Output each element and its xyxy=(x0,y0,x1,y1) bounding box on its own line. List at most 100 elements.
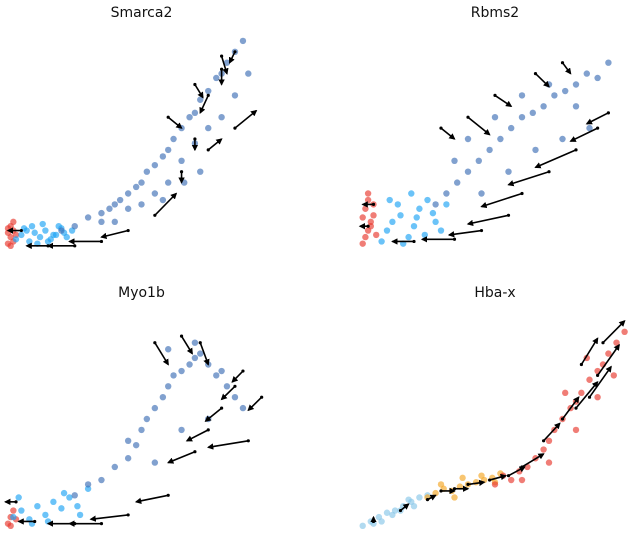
arrow-origin xyxy=(542,439,546,443)
cell-point xyxy=(124,190,132,197)
velocity-arrow xyxy=(521,453,545,468)
cell-point xyxy=(44,238,52,245)
cell-point xyxy=(394,201,401,208)
arrow-origin xyxy=(166,115,170,119)
cell-point xyxy=(138,201,145,208)
cell-point xyxy=(165,383,172,390)
arrow-origin xyxy=(206,148,210,152)
cell-point xyxy=(413,214,420,221)
velocity-arrow xyxy=(534,149,577,169)
cell-point xyxy=(132,441,140,449)
cell-point xyxy=(191,109,199,117)
cell-point xyxy=(197,350,204,357)
cell-point xyxy=(39,220,46,228)
velocity-arrow xyxy=(602,319,626,344)
arrow-origin xyxy=(260,395,264,399)
cell-point xyxy=(621,328,628,335)
velocity-arrow xyxy=(194,84,204,99)
cell-point xyxy=(572,81,580,88)
velocity-arrow xyxy=(231,370,244,383)
velocity-arrow xyxy=(220,385,236,401)
velocity-arrow xyxy=(204,407,223,422)
arrow-origin xyxy=(233,126,237,130)
cell-point xyxy=(378,518,385,525)
cell-point xyxy=(505,168,512,175)
cell-point xyxy=(605,59,612,66)
arrow-origin xyxy=(371,202,376,206)
velocity-arrow xyxy=(534,73,550,88)
cell-point xyxy=(58,505,65,512)
velocity-arrow xyxy=(134,494,169,504)
velocity-arrow xyxy=(207,138,223,151)
cell-point xyxy=(529,109,536,117)
cell-point xyxy=(583,70,590,77)
arrow-origin xyxy=(179,334,184,338)
arrow-origin xyxy=(246,439,250,443)
cell-point xyxy=(405,233,412,241)
cell-point xyxy=(594,74,601,82)
cell-point xyxy=(178,157,185,164)
cell-point xyxy=(60,489,68,497)
cell-point xyxy=(84,481,92,488)
cell-point xyxy=(36,233,44,241)
cell-point xyxy=(364,190,372,197)
cell-point xyxy=(76,511,84,519)
arrow-origin xyxy=(439,489,443,493)
velocity-arrow xyxy=(467,479,486,487)
arrow-origin xyxy=(371,519,376,524)
arrow-origin xyxy=(166,493,170,497)
cell-point xyxy=(545,459,553,466)
cell-point xyxy=(586,124,593,132)
cell-point xyxy=(545,437,553,444)
arrow-origin xyxy=(206,428,210,432)
cell-point xyxy=(389,218,396,226)
cell-point xyxy=(562,87,569,95)
cell-point xyxy=(165,346,172,353)
cell-point xyxy=(532,146,539,154)
cell-point xyxy=(191,354,199,362)
cell-point xyxy=(159,394,167,401)
cell-point xyxy=(486,146,493,154)
cell-point xyxy=(378,238,385,245)
cell-point xyxy=(159,196,167,204)
cell-point xyxy=(111,218,119,226)
velocity-arrow xyxy=(206,440,249,450)
cell-point xyxy=(116,196,124,204)
cell-point xyxy=(223,59,231,66)
cell-point xyxy=(231,394,239,401)
cell-point xyxy=(23,227,30,234)
cell-point xyxy=(218,114,225,121)
arrow-origin xyxy=(233,50,237,54)
arrow-origin xyxy=(601,341,605,345)
cell-point xyxy=(132,183,140,191)
panel-title: Hba-x xyxy=(474,285,515,301)
cell-point xyxy=(7,522,14,530)
cell-point xyxy=(106,205,113,212)
arrow-origin xyxy=(412,239,416,244)
cell-point xyxy=(18,231,25,239)
arrow-origin xyxy=(506,213,511,217)
cell-point xyxy=(373,231,380,239)
cell-point xyxy=(451,157,458,164)
cell-point xyxy=(165,179,172,186)
arrow-origin xyxy=(579,362,584,367)
cell-point xyxy=(459,474,466,482)
velocity-arrow xyxy=(199,342,210,366)
arrow-origin xyxy=(193,137,197,141)
cell-point xyxy=(213,74,220,82)
cell-point xyxy=(397,212,404,219)
arrow-origin xyxy=(574,148,578,152)
cell-point xyxy=(562,389,569,397)
cell-point xyxy=(437,481,445,488)
cell-point xyxy=(10,218,17,226)
arrow-origin xyxy=(506,474,511,478)
velocity-arrow xyxy=(167,116,183,129)
arrow-origin xyxy=(466,115,470,119)
cell-point xyxy=(213,372,220,379)
cell-point xyxy=(31,229,38,236)
cell-point xyxy=(50,231,57,239)
arrow-origin xyxy=(520,191,524,196)
velocity-arrow xyxy=(561,62,572,75)
panel-title: Myo1b xyxy=(118,285,165,301)
